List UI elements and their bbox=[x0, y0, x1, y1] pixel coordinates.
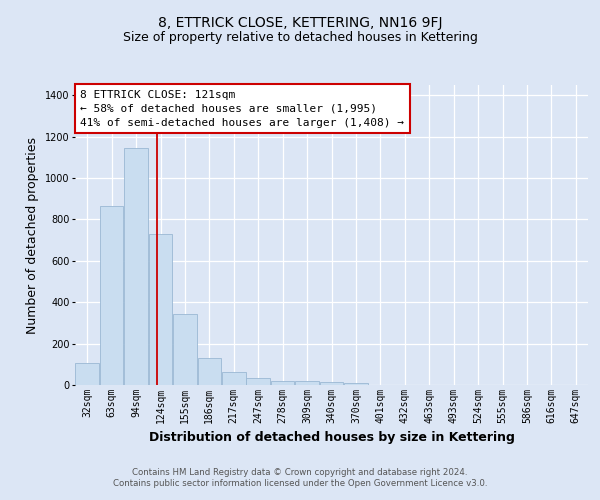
Bar bbox=[320, 382, 343, 385]
Text: 8, ETTRICK CLOSE, KETTERING, NN16 9FJ: 8, ETTRICK CLOSE, KETTERING, NN16 9FJ bbox=[158, 16, 442, 30]
Text: Size of property relative to detached houses in Kettering: Size of property relative to detached ho… bbox=[122, 31, 478, 44]
Bar bbox=[100, 206, 124, 385]
X-axis label: Distribution of detached houses by size in Kettering: Distribution of detached houses by size … bbox=[149, 432, 514, 444]
Bar bbox=[197, 358, 221, 385]
Bar bbox=[271, 382, 295, 385]
Text: 8 ETTRICK CLOSE: 121sqm
← 58% of detached houses are smaller (1,995)
41% of semi: 8 ETTRICK CLOSE: 121sqm ← 58% of detache… bbox=[80, 90, 404, 128]
Y-axis label: Number of detached properties: Number of detached properties bbox=[26, 136, 39, 334]
Bar bbox=[149, 234, 172, 385]
Bar bbox=[344, 384, 368, 385]
Bar bbox=[247, 378, 270, 385]
Bar bbox=[222, 372, 245, 385]
Bar bbox=[173, 314, 197, 385]
Bar bbox=[124, 148, 148, 385]
Bar bbox=[295, 382, 319, 385]
Bar bbox=[76, 364, 99, 385]
Text: Contains public sector information licensed under the Open Government Licence v3: Contains public sector information licen… bbox=[113, 480, 487, 488]
Text: Contains HM Land Registry data © Crown copyright and database right 2024.: Contains HM Land Registry data © Crown c… bbox=[132, 468, 468, 477]
